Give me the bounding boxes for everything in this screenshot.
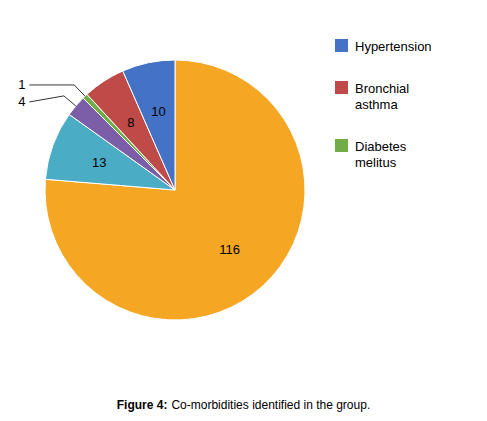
caption-title: Figure 4: [117, 398, 168, 412]
legend-swatch [335, 139, 348, 152]
legend-swatch [335, 39, 348, 52]
data-label: 4 [18, 94, 25, 109]
legend-label: Hypertension [355, 39, 432, 54]
data-label: 13 [92, 155, 106, 170]
leader-line [29, 85, 85, 96]
legend: Hypertension Bronchialasthma Diabetesmelit… [335, 39, 432, 170]
slices [45, 60, 305, 320]
caption: Figure 4:Co-morbidities identified in th… [117, 398, 370, 412]
legend-swatch [335, 81, 348, 94]
data-label: 116 [219, 242, 240, 257]
data-label: 1 [18, 77, 25, 92]
pie-slice [45, 60, 305, 320]
data-labels: 116 13 8 10 1 4 [18, 77, 240, 256]
caption-text: Co-morbidities identified in the group. [171, 398, 370, 412]
chart: 116 13 8 10 1 4 Hypertension Bronchialasthma Dia… [0, 0, 487, 421]
leader-line [29, 96, 75, 106]
legend-label: Diabetesmelitus [355, 139, 407, 170]
data-label: 8 [127, 115, 134, 130]
data-label: 10 [151, 104, 165, 119]
legend-label: Bronchialasthma [355, 81, 409, 112]
pie-slice [123, 60, 175, 190]
